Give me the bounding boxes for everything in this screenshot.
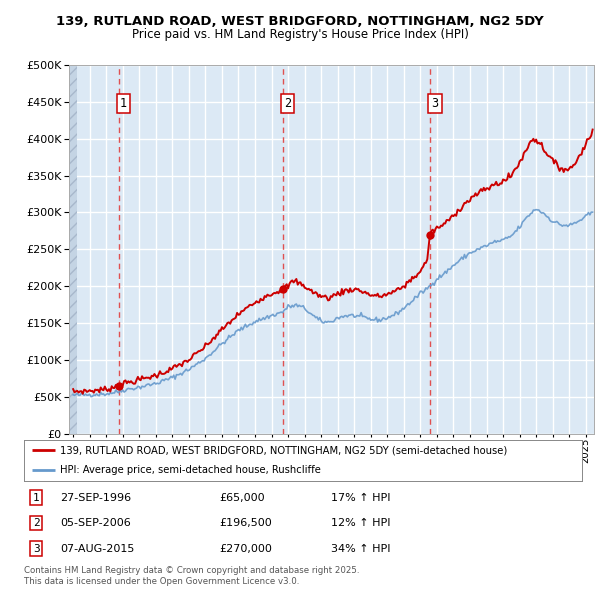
Text: 1: 1 [120,97,127,110]
Text: 2: 2 [284,97,291,110]
Text: 3: 3 [33,543,40,553]
Text: Price paid vs. HM Land Registry's House Price Index (HPI): Price paid vs. HM Land Registry's House … [131,28,469,41]
Text: HPI: Average price, semi-detached house, Rushcliffe: HPI: Average price, semi-detached house,… [60,465,321,475]
Text: £196,500: £196,500 [220,518,272,528]
Text: 07-AUG-2015: 07-AUG-2015 [60,543,134,553]
Text: 139, RUTLAND ROAD, WEST BRIDGFORD, NOTTINGHAM, NG2 5DY: 139, RUTLAND ROAD, WEST BRIDGFORD, NOTTI… [56,15,544,28]
Text: 17% ↑ HPI: 17% ↑ HPI [331,493,391,503]
Text: £65,000: £65,000 [220,493,265,503]
Text: 12% ↑ HPI: 12% ↑ HPI [331,518,391,528]
Text: 139, RUTLAND ROAD, WEST BRIDGFORD, NOTTINGHAM, NG2 5DY (semi-detached house): 139, RUTLAND ROAD, WEST BRIDGFORD, NOTTI… [60,445,508,455]
Text: 1: 1 [33,493,40,503]
Text: 27-SEP-1996: 27-SEP-1996 [60,493,131,503]
Text: Contains HM Land Registry data © Crown copyright and database right 2025.
This d: Contains HM Land Registry data © Crown c… [24,566,359,586]
Text: 2: 2 [33,518,40,528]
Text: 05-SEP-2006: 05-SEP-2006 [60,518,131,528]
Text: 34% ↑ HPI: 34% ↑ HPI [331,543,391,553]
Bar [69,65,77,434]
Text: 3: 3 [431,97,439,110]
Text: £270,000: £270,000 [220,543,272,553]
